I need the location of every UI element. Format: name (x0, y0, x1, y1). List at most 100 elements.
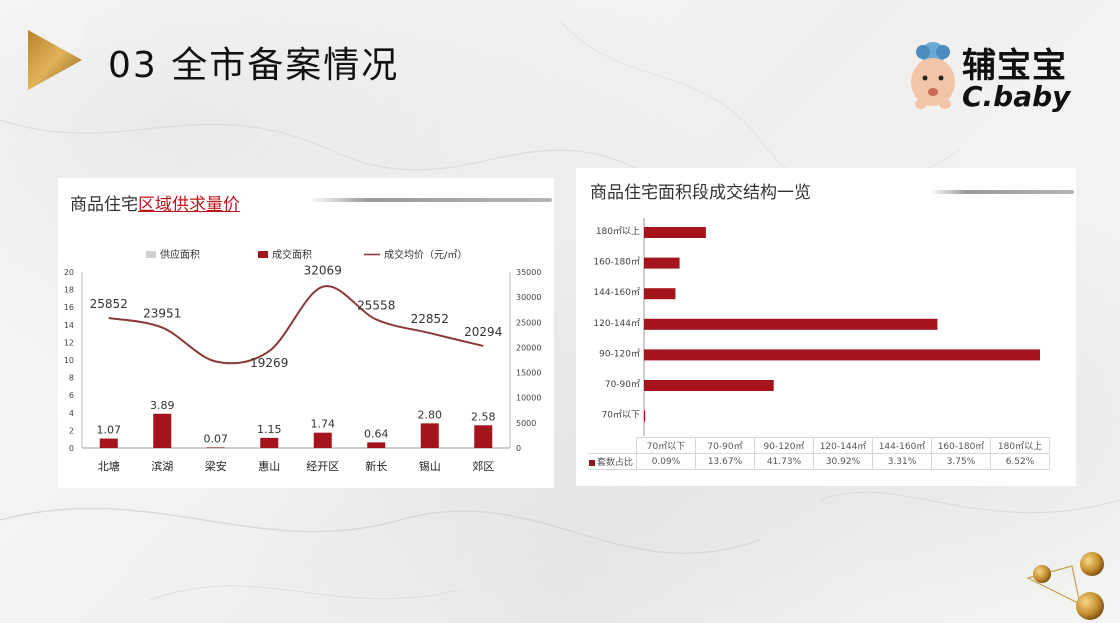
table-header-cell: 144-160㎡ (872, 437, 932, 454)
legend-entry: 成交面积 (272, 248, 312, 261)
logo-text-cn: 辅宝宝 (962, 46, 1067, 86)
h-bar (644, 380, 774, 391)
bar-data-label: 1.15 (257, 423, 282, 436)
table-cell: 30.92% (813, 453, 873, 470)
line-data-label: 25852 (90, 297, 128, 311)
price-line (108, 285, 484, 365)
deal-bar (206, 447, 225, 448)
table-header-row: 70㎡以下 70-90㎡ 90-120㎡ 120-144㎡ 144-160㎡ 1… (588, 437, 1050, 454)
h-bar (644, 257, 680, 269)
x-tick-label: 锡山 (419, 459, 441, 473)
left-title-rule (308, 198, 552, 202)
bar-data-label: 3.89 (150, 399, 175, 412)
bar-data-label: 2.58 (471, 410, 496, 423)
x-tick-label: 北塘 (98, 459, 120, 473)
y-left-tick-label: 8 (69, 374, 74, 383)
table-row: 套数占比 0.09% 13.67% 41.73% 30.92% 3.31% 3.… (588, 453, 1050, 470)
line-data-label: 32069 (304, 264, 342, 278)
x-tick-label: 惠山 (258, 459, 280, 473)
left-title-plain: 商品住宅 (70, 195, 138, 215)
table-header-cell: 160-180㎡ (931, 437, 991, 454)
left-panel-title: 商品住宅区域供求量价 (70, 190, 240, 215)
left-panel (58, 178, 554, 488)
x-tick-label: 梁安 (205, 459, 227, 473)
legend-swatch (589, 459, 595, 466)
line-data-label: 19269 (250, 356, 288, 370)
table-header-cell: 120-144㎡ (813, 437, 873, 454)
gold-triangle-logo (28, 14, 86, 90)
table-cell: 6.52% (990, 453, 1050, 470)
y-left-tick-label: 16 (64, 303, 74, 312)
y-tick-label: 120-144㎡ (593, 318, 640, 329)
y-right-tick-label: 35000 (516, 268, 541, 277)
right-title-rule (930, 190, 1074, 194)
legend-entry: 供应面积 (160, 248, 200, 261)
baby-mascot-icon (911, 42, 955, 109)
bar-data-label: 1.07 (97, 424, 122, 437)
left-title-emph: 区域供求量价 (138, 195, 240, 215)
gold-balls-decoration (1026, 552, 1104, 620)
y-left-tick-label: 14 (64, 321, 74, 330)
y-right-tick-label: 5000 (516, 419, 536, 428)
area-structure-chart: 180㎡以上 160-180㎡ 144-160㎡ 120-144㎡ 90-120㎡ 70-… (593, 218, 1040, 436)
y-left-tick-label: 20 (64, 268, 74, 277)
deal-bar (474, 425, 493, 448)
y-right-tick-label: 20000 (516, 343, 541, 352)
bar-data-label: 0.64 (364, 427, 389, 440)
y-tick-label: 180㎡以上 (596, 226, 640, 237)
right-panel-title: 商品住宅面积段成交结构一览 (590, 183, 811, 203)
h-bar (644, 410, 646, 422)
y-right-tick-label: 15000 (516, 369, 541, 378)
table-header-cell: 180㎡以上 (990, 437, 1050, 454)
y-left-tick-label: 4 (69, 409, 74, 418)
y-left-tick-label: 0 (69, 444, 74, 453)
y-tick-label: 70㎡以下 (602, 410, 640, 421)
y-tick-label: 144-160㎡ (593, 287, 640, 298)
deal-bar (153, 413, 172, 448)
y-right-tick-label: 30000 (516, 293, 541, 302)
bar-data-label: 0.07 (204, 432, 229, 445)
y-tick-label: 90-120㎡ (599, 348, 640, 359)
x-tick-label: 郊区 (472, 460, 494, 473)
y-left-tick-label: 12 (64, 338, 74, 347)
x-tick-label: 滨湖 (151, 459, 173, 473)
y-right-tick-label: 10000 (516, 394, 541, 403)
table-cell: 41.73% (754, 453, 814, 470)
line-data-label: 23951 (143, 307, 181, 321)
h-bar (644, 349, 1040, 361)
deal-bar (260, 437, 279, 448)
logo-text-en: C.baby (962, 80, 1071, 113)
deal-bar (367, 442, 386, 448)
table-cell: 3.75% (931, 453, 991, 470)
table-corner-cell (588, 437, 637, 454)
x-tick-label: 新长 (365, 459, 387, 473)
table-header-cell: 70-90㎡ (695, 437, 755, 454)
table-cell: 3.31% (872, 453, 932, 470)
line-data-label: 22852 (411, 312, 449, 326)
table-row-label-text: 套数占比 (597, 458, 634, 468)
page-title: 03 全市备案情况 (108, 45, 400, 86)
supply-demand-chart: 0 2 4 6 8 10 12 14 16 18 20 0 5000 10000 15000 20000 250… (64, 248, 542, 473)
x-tick-label: 经开区 (306, 460, 339, 473)
h-bar (644, 318, 938, 330)
structure-table: 70㎡以下 70-90㎡ 90-120㎡ 120-144㎡ 144-160㎡ 1… (588, 437, 1050, 470)
h-bar (644, 288, 676, 300)
legend-swatch (146, 251, 156, 258)
bar-data-label: 1.74 (311, 418, 336, 431)
line-data-label: 25558 (357, 298, 395, 312)
table-cell: 13.67% (695, 453, 755, 470)
y-left-tick-label: 6 (69, 391, 74, 400)
deal-bar (313, 432, 332, 448)
y-left-tick-label: 18 (64, 286, 74, 295)
table-header-cell: 90-120㎡ (754, 437, 814, 454)
y-left-tick-label: 2 (69, 426, 74, 435)
bar-data-label: 2.80 (418, 408, 443, 421)
table-cell: 0.09% (636, 453, 696, 470)
line-data-label: 20294 (464, 325, 502, 339)
h-bar (644, 227, 706, 238)
y-tick-label: 160-180㎡ (593, 257, 640, 268)
deal-bar (420, 423, 439, 448)
y-left-tick-label: 10 (64, 356, 74, 365)
y-right-tick-label: 0 (516, 444, 521, 453)
